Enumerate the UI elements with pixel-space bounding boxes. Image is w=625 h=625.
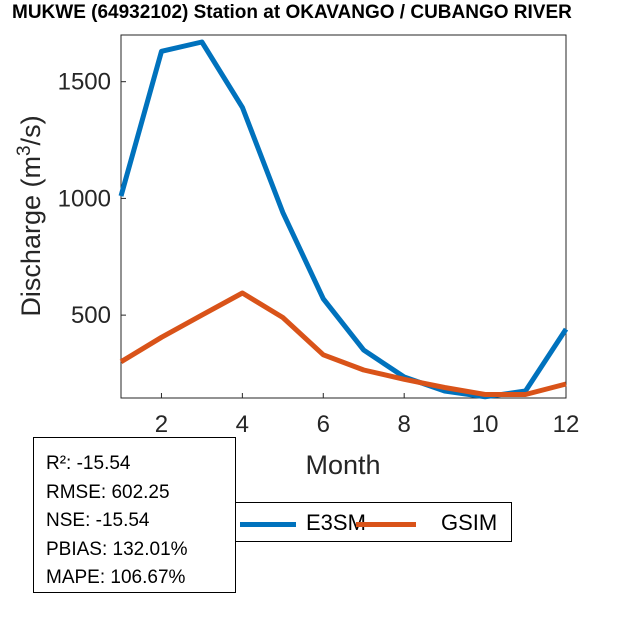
y-axis: 500 1000 1500 <box>58 69 126 329</box>
x-tick-label: 6 <box>317 411 330 438</box>
legend-label-gsim: GSIM <box>441 510 498 535</box>
legend-line-gsim <box>356 522 416 527</box>
chart-title: MUKWE (64932102) Station at OKAVANGO / C… <box>12 2 572 23</box>
stats-box: R²: -15.54 RMSE: 602.25 NSE: -15.54 PBIA… <box>33 437 236 593</box>
x-tick-label: 8 <box>398 411 411 438</box>
x-axis-title: Month <box>305 450 380 480</box>
y-tick-label: 500 <box>71 302 111 329</box>
x-tick-label: 2 <box>155 411 168 438</box>
x-tick-label: 4 <box>236 411 249 438</box>
stat-r2: R²: -15.54 <box>46 453 131 474</box>
x-tick-label: 12 <box>553 411 580 438</box>
stat-pbias: PBIAS: 132.01% <box>46 538 188 560</box>
y-axis-title-tail: /s) <box>16 115 46 145</box>
stat-rmse: RMSE: 602.25 <box>46 481 170 503</box>
series-lines <box>118 39 569 400</box>
legend-line-e3sm <box>240 522 296 527</box>
plot-area <box>120 34 567 399</box>
y-tick-label: 1000 <box>58 185 111 212</box>
legend-label-e3sm: E3SM <box>306 510 366 535</box>
y-axis-title-sup: 3 <box>14 145 35 156</box>
stat-mape: MAPE: 106.67% <box>46 567 186 588</box>
y-axis-title-base: Discharge (m <box>16 156 46 317</box>
series-line-gsim <box>119 290 567 397</box>
stat-nse: NSE: -15.54 <box>46 510 150 531</box>
x-axis: 2 4 6 8 10 12 <box>155 393 580 438</box>
x-tick-label: 10 <box>472 411 499 438</box>
y-tick-label: 1500 <box>58 69 111 96</box>
legend: E3SM GSIM <box>236 502 512 542</box>
y-axis-title: Discharge (m3/s) <box>14 115 46 316</box>
